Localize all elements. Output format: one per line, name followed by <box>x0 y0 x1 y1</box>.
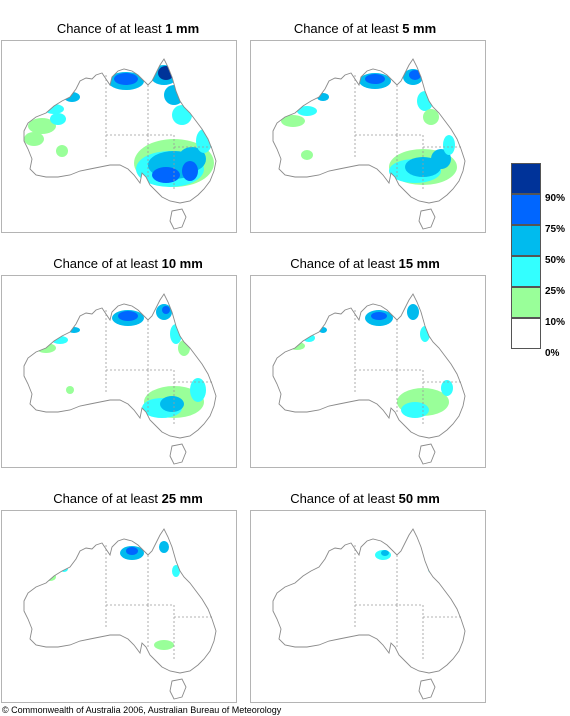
panel-title-prefix: Chance of at least <box>56 21 166 36</box>
legend-swatch-90 <box>511 163 541 194</box>
rain-probability-area <box>24 132 44 146</box>
coastline <box>23 528 217 700</box>
panel-title-prefix: Chance of at least <box>53 491 162 506</box>
rain-probability-area <box>423 109 439 125</box>
australia-map <box>272 528 466 700</box>
rain-probability-area <box>160 396 184 412</box>
panel-title-prefix: Chance of at least <box>53 256 162 271</box>
panel-title-prefix: Chance of at least <box>293 21 403 36</box>
rain-probability-area <box>190 378 206 402</box>
coastline <box>23 58 217 230</box>
rain-probability-area <box>443 135 455 155</box>
map-panel-15mm <box>250 275 486 468</box>
rain-probability-area <box>154 640 174 650</box>
coastline <box>272 528 466 700</box>
rain-probability-area <box>417 91 433 111</box>
rain-probability-area <box>365 74 385 84</box>
coastline <box>23 293 217 465</box>
legend-swatch-0 <box>511 318 541 349</box>
panel-title-amount: 10 mm <box>161 256 203 271</box>
australia-map <box>23 58 217 230</box>
rain-probability-area <box>172 565 180 577</box>
rain-probability-area <box>428 565 434 573</box>
panel-title-5mm: Chance of at least 5 mm <box>247 21 483 37</box>
rain-probability-area <box>159 541 169 553</box>
map-panel-10mm <box>1 275 237 468</box>
rain-probability-area <box>381 550 389 556</box>
rain-probability-area <box>50 113 66 125</box>
panel-title-50mm: Chance of at least 50 mm <box>247 491 483 507</box>
australia-map <box>23 293 217 465</box>
landmass <box>24 294 216 464</box>
panel-title-amount: 50 mm <box>398 491 440 506</box>
rain-probability-area <box>297 106 317 116</box>
rain-probability-area <box>281 115 305 127</box>
landmass <box>273 59 465 229</box>
coastline <box>272 58 466 230</box>
australia-map <box>23 528 217 700</box>
rain-probability-area <box>158 66 174 80</box>
panel-title-amount: 15 mm <box>398 256 440 271</box>
legend-swatch-75 <box>511 194 541 225</box>
legend-label-75: 75% <box>545 224 566 235</box>
rain-probability-area <box>56 145 68 157</box>
panel-title-1mm: Chance of at least 1 mm <box>10 21 246 37</box>
rain-probability-area <box>64 92 80 102</box>
legend-label-10: 10% <box>545 317 566 328</box>
landmass <box>273 529 465 699</box>
rain-probability-area <box>371 312 387 320</box>
panel-title-prefix: Chance of at least <box>290 256 399 271</box>
panel-title-prefix: Chance of at least <box>290 491 399 506</box>
legend-label-50: 50% <box>545 255 566 266</box>
rain-probability-area <box>407 304 419 320</box>
panel-title-15mm: Chance of at least 15 mm <box>247 256 483 272</box>
landmass <box>24 529 216 699</box>
legend-swatch-50 <box>511 225 541 256</box>
rain-probability-area <box>162 306 170 314</box>
legend-swatch-10 <box>511 287 541 318</box>
legend-label-90: 90% <box>545 193 566 204</box>
copyright-notice: © Commonwealth of Australia 2006, Austra… <box>2 705 282 715</box>
rain-probability-area <box>66 386 74 394</box>
australia-map <box>272 293 466 465</box>
rain-probability-area <box>28 118 56 134</box>
legend-swatch-25 <box>511 256 541 287</box>
rain-probability-area <box>409 70 421 80</box>
rain-probability-area <box>118 311 138 321</box>
panel-title-amount: 25 mm <box>161 491 203 506</box>
legend-label-0: 0% <box>545 348 560 359</box>
map-panel-5mm <box>250 40 486 233</box>
rain-probability-area <box>152 167 180 183</box>
panel-title-amount: 1 mm <box>165 21 200 36</box>
panel-title-10mm: Chance of at least 10 mm <box>10 256 246 272</box>
map-panel-50mm <box>250 510 486 703</box>
rain-probability-area <box>172 105 192 125</box>
coastline <box>272 293 466 465</box>
legend-label-25: 25% <box>545 286 566 297</box>
panel-title-amount: 5 mm <box>402 21 437 36</box>
rain-probability-area <box>182 161 198 181</box>
rain-probability-area <box>431 149 451 169</box>
rain-probability-area <box>114 73 138 85</box>
probability-legend: 90% 75% 50% 25% 10% 0% <box>511 163 570 363</box>
rain-probability-area <box>441 380 453 396</box>
australia-map <box>272 58 466 230</box>
landmass <box>273 294 465 464</box>
map-panel-25mm <box>1 510 237 703</box>
panel-title-25mm: Chance of at least 25 mm <box>10 491 246 507</box>
rain-probability-area <box>126 547 138 555</box>
rain-probability-area <box>301 150 313 160</box>
rain-probability-area <box>401 402 429 418</box>
map-panel-1mm <box>1 40 237 233</box>
